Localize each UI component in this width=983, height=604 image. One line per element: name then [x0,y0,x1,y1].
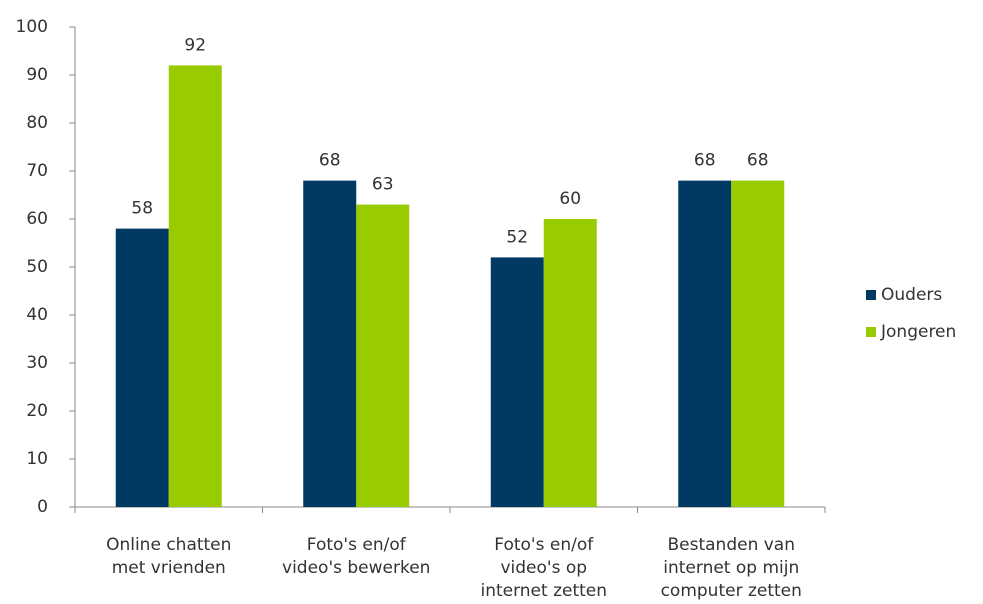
value-label: 68 [694,151,716,171]
y-tick-label: 20 [26,401,48,421]
bar [115,228,169,507]
y-tick-label: 30 [26,353,48,373]
x-tick-label: video's op [500,558,587,578]
y-tick-label: 90 [26,65,48,85]
value-label: 52 [506,227,528,247]
bar [356,204,410,507]
value-label: 68 [319,151,341,171]
x-tick-label: computer zetten [661,581,802,601]
value-label: 92 [184,35,206,55]
x-tick-label: Bestanden van [667,535,795,555]
y-tick-label: 10 [26,449,48,469]
bar [678,180,732,507]
bar [168,65,222,508]
x-tick-label: internet zetten [480,581,607,601]
y-tick-label: 100 [16,17,48,37]
x-tick-label: internet op mijn [663,558,799,578]
y-tick-label: 80 [26,113,48,133]
y-tick-label: 0 [37,497,48,517]
y-tick-label: 40 [26,305,48,325]
x-tick-label: video's bewerken [282,558,430,578]
value-label: 58 [131,199,153,219]
x-tick-label: met vrienden [112,558,226,578]
value-label: 63 [372,175,394,195]
bar [303,180,357,507]
value-label: 68 [747,151,769,171]
bar [731,180,785,507]
y-tick-label: 70 [26,161,48,181]
value-label: 60 [559,189,581,209]
legend-label: Ouders [881,285,942,305]
x-tick-label: Foto's en/of [307,535,407,555]
bar [543,219,597,507]
legend-swatch [866,290,876,300]
legend-swatch [866,327,876,337]
bar [490,257,544,507]
x-tick-label: Foto's en/of [494,535,594,555]
y-tick-label: 60 [26,209,48,229]
y-tick-label: 50 [26,257,48,277]
legend-label: Jongeren [880,322,956,342]
x-tick-label: Online chatten [106,535,231,555]
